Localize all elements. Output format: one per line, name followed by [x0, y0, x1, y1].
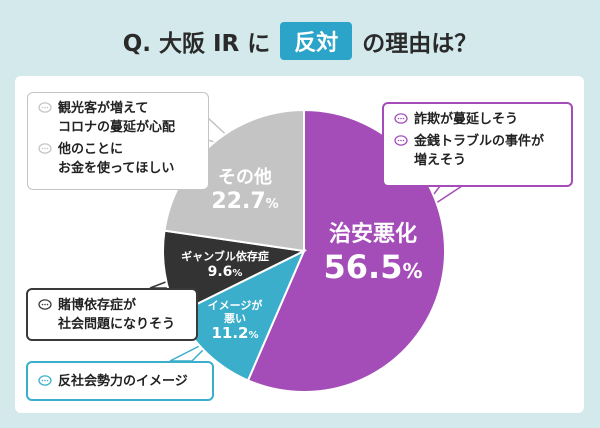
speech-bubble-icon: [38, 143, 52, 154]
label-security-unit: %: [402, 259, 423, 284]
speech-bubble-icon: [38, 102, 52, 113]
label-gambling: ギャンブル依存症 9.6%: [160, 250, 290, 280]
comment-text: 金銭トラブルの事件が: [414, 134, 545, 149]
label-image-name1: イメージが: [207, 299, 263, 312]
comment-text: 観光客が増えて: [58, 101, 149, 116]
title-suffix: の理由は？: [362, 31, 478, 57]
label-security: 治安悪化 56.5%: [318, 222, 428, 286]
label-gambling-unit: %: [232, 267, 243, 279]
label-image: イメージが 悪い 11.2%: [200, 299, 270, 343]
label-gambling-value: 9.6: [207, 263, 233, 280]
comment-text: 賭博依存症が: [58, 298, 137, 313]
comment-box-security: 詐欺が蔓延しそう 金銭トラブルの事件が 増えそう: [382, 102, 573, 187]
speech-bubble-icon: [394, 135, 408, 146]
chart-title: Q. 大阪 IR に 反対 の理由は？: [0, 20, 600, 62]
comment-text: 詐欺が蔓延しそう: [414, 112, 519, 127]
label-other: その他 22.7%: [190, 167, 300, 214]
speech-bubble-icon: [394, 113, 408, 124]
label-image-unit: %: [248, 330, 259, 342]
label-image-value: 11.2: [211, 324, 249, 343]
comment-text: お金を使ってほしい: [58, 161, 175, 176]
label-other-value: 22.7: [211, 188, 266, 214]
comment-text: 社会問題になりそう: [58, 317, 176, 332]
comment-text: 他のことに: [58, 142, 124, 157]
speech-bubble-icon: [38, 375, 52, 386]
comment-box-other: 観光客が増えてコロナの蔓延が心配 他のことにお金を使ってほしい: [27, 92, 209, 190]
comment-text: 反社会勢力のイメージ: [58, 374, 188, 389]
slice-other: [163, 108, 305, 253]
label-security-name: 治安悪化: [328, 222, 417, 247]
title-badge: 反対: [280, 22, 353, 60]
label-other-name: その他: [218, 167, 272, 188]
title-prefix: Q. 大阪 IR に: [122, 31, 271, 57]
label-gambling-name: ギャンブル依存症: [181, 250, 269, 263]
label-image-name2: 悪い: [224, 311, 246, 325]
label-security-value: 56.5: [323, 248, 403, 287]
comment-text: 増えそう: [414, 153, 467, 168]
speech-bubble-icon: [38, 299, 52, 310]
comment-text: コロナの蔓延が心配: [58, 120, 176, 135]
comment-box-image: 反社会勢力のイメージ: [26, 361, 214, 401]
comment-box-gambling: 賭博依存症が社会問題になりそう: [26, 288, 198, 341]
label-other-unit: %: [265, 196, 279, 212]
